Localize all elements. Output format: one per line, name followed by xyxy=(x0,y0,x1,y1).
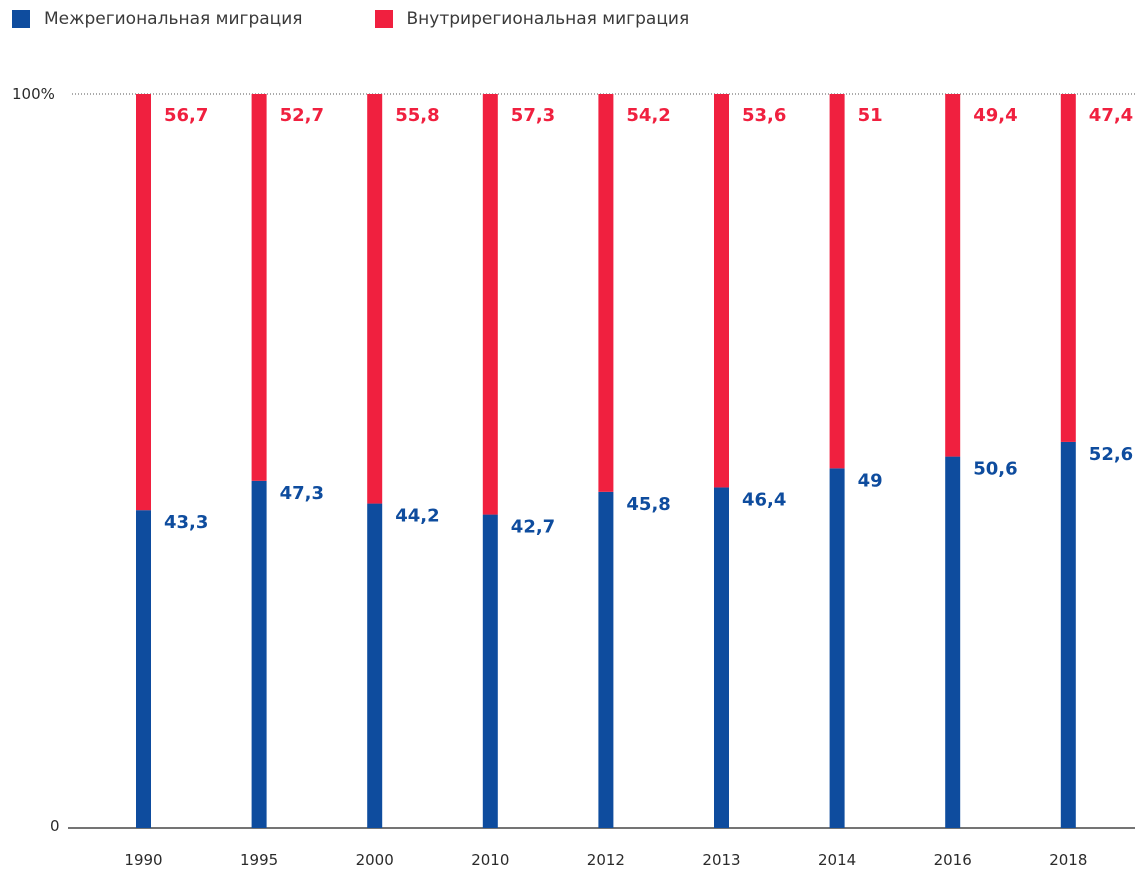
data-label-intraregional-2013: 53,6 xyxy=(742,105,786,126)
bar-intraregional-2014 xyxy=(830,94,845,468)
y-tick-label-zero: 0 xyxy=(50,817,60,835)
x-tick-label-2013: 2013 xyxy=(702,851,740,869)
bar-interregional-2013 xyxy=(714,487,729,828)
bar-intraregional-1995 xyxy=(252,94,267,481)
x-tick-label-1990: 1990 xyxy=(124,851,162,869)
bar-interregional-2000 xyxy=(367,504,382,828)
x-tick-label-1995: 1995 xyxy=(240,851,278,869)
bar-intraregional-2000 xyxy=(367,94,382,504)
data-label-interregional-1995: 47,3 xyxy=(280,483,324,504)
x-tick-label-2010: 2010 xyxy=(471,851,509,869)
bar-intraregional-2013 xyxy=(714,94,729,487)
data-label-interregional-2010: 42,7 xyxy=(511,517,555,538)
bar-intraregional-2016 xyxy=(945,94,960,457)
bar-interregional-1995 xyxy=(252,481,267,828)
data-label-interregional-1990: 43,3 xyxy=(164,512,208,533)
x-tick-label-2000: 2000 xyxy=(356,851,394,869)
bar-intraregional-1990 xyxy=(136,94,151,510)
x-tick-label-2018: 2018 xyxy=(1049,851,1087,869)
bar-interregional-2014 xyxy=(830,468,845,828)
data-label-intraregional-2010: 57,3 xyxy=(511,105,555,126)
bar-interregional-2018 xyxy=(1061,442,1076,828)
data-label-interregional-2012: 45,8 xyxy=(626,494,670,515)
data-label-interregional-2018: 52,6 xyxy=(1089,444,1133,465)
data-label-intraregional-2016: 49,4 xyxy=(973,105,1017,126)
y-tick-label-max: 100% xyxy=(12,85,55,103)
bar-intraregional-2018 xyxy=(1061,94,1076,442)
x-tick-label-2016: 2016 xyxy=(934,851,972,869)
data-label-intraregional-2018: 47,4 xyxy=(1089,105,1133,126)
data-label-intraregional-1995: 52,7 xyxy=(280,105,324,126)
x-tick-label-2014: 2014 xyxy=(818,851,856,869)
data-label-interregional-2016: 50,6 xyxy=(973,459,1017,480)
data-label-interregional-2014: 49 xyxy=(858,470,883,491)
bar-intraregional-2010 xyxy=(483,94,498,515)
bar-interregional-2010 xyxy=(483,515,498,828)
bar-interregional-2016 xyxy=(945,457,960,828)
x-tick-label-2012: 2012 xyxy=(587,851,625,869)
data-label-intraregional-2012: 54,2 xyxy=(626,105,670,126)
data-label-intraregional-1990: 56,7 xyxy=(164,105,208,126)
data-label-intraregional-2000: 55,8 xyxy=(395,105,439,126)
bar-intraregional-2012 xyxy=(598,94,613,492)
bar-interregional-2012 xyxy=(598,492,613,828)
data-label-intraregional-2014: 51 xyxy=(858,105,883,126)
data-label-interregional-2013: 46,4 xyxy=(742,489,786,510)
data-label-interregional-2000: 44,2 xyxy=(395,506,439,527)
bar-interregional-1990 xyxy=(136,510,151,828)
